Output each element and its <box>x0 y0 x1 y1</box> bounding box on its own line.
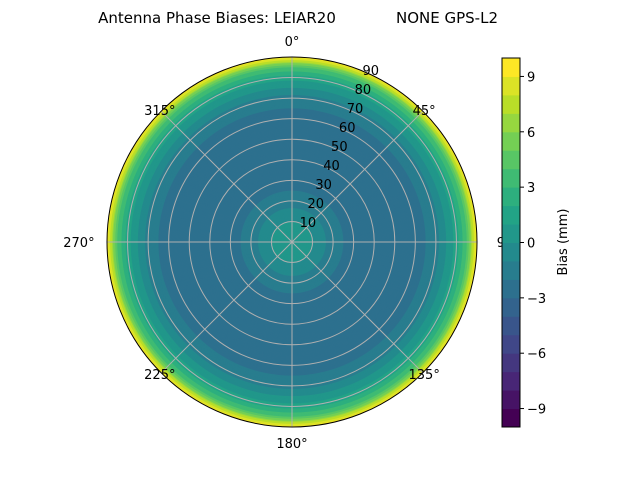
colorbar-tick-label: −9 <box>527 403 546 418</box>
colorbar-segment <box>502 260 520 280</box>
radial-tick-label: 50 <box>331 140 348 155</box>
angle-tick-label: 0° <box>285 35 300 50</box>
radial-tick-label: 70 <box>347 102 364 117</box>
colorbar-segment <box>502 297 520 317</box>
angle-tick-label: 315° <box>144 104 175 119</box>
colorbar-tick-label: −3 <box>527 292 546 307</box>
radial-tick-label: 40 <box>323 159 340 174</box>
angle-tick-label: 270° <box>63 236 94 251</box>
colorbar-segment <box>502 58 520 77</box>
colorbar-segment <box>502 187 520 207</box>
radial-tick-label: 30 <box>315 178 332 193</box>
radial-tick-label: 20 <box>307 197 324 212</box>
angle-tick-label: 135° <box>409 368 440 383</box>
colorbar-segment <box>502 390 520 410</box>
colorbar-segment <box>502 150 520 170</box>
colorbar-segment <box>502 224 520 243</box>
colorbar-tick-label: 3 <box>527 181 535 196</box>
angular-gridline <box>160 110 293 243</box>
polar-frame <box>106 56 478 428</box>
colorbar-segment <box>502 94 520 114</box>
colorbar-label: Bias (mm) <box>556 209 571 276</box>
colorbar-segment <box>502 113 520 133</box>
colorbar-segment <box>502 408 520 428</box>
colorbar-segment <box>502 168 520 188</box>
colorbar-tick-label: 6 <box>527 126 535 141</box>
angular-gridline <box>160 241 293 374</box>
angular-gridline <box>291 241 424 374</box>
colorbar-segment <box>502 371 520 391</box>
colorbar-tick-label: 9 <box>527 70 535 85</box>
angle-tick-label: 180° <box>276 437 307 452</box>
chart-title-left: Antenna Phase Biases: LEIAR20 <box>98 9 336 27</box>
radial-tick-label: 60 <box>339 121 356 136</box>
colorbar-segment <box>502 76 520 96</box>
colorbar-segment <box>502 279 520 299</box>
colorbar-tick-label: −6 <box>527 347 546 362</box>
radial-tick-label: 90 <box>363 64 380 79</box>
angle-tick-label: 225° <box>144 368 175 383</box>
colorbar-tick-label: 0 <box>527 237 535 252</box>
colorbar-segment <box>502 131 520 151</box>
radial-tick-label: 10 <box>300 216 317 231</box>
colorbar-segment <box>502 316 520 336</box>
angular-gridline <box>291 110 424 243</box>
colorbar-segment <box>502 353 520 373</box>
radial-tick-label: 80 <box>355 83 372 98</box>
colorbar-segment <box>502 205 520 225</box>
angle-tick-label: 45° <box>413 104 436 119</box>
colorbar-segment <box>502 334 520 354</box>
chart-title-right: NONE GPS-L2 <box>396 9 498 27</box>
colorbar-segment <box>502 242 520 262</box>
